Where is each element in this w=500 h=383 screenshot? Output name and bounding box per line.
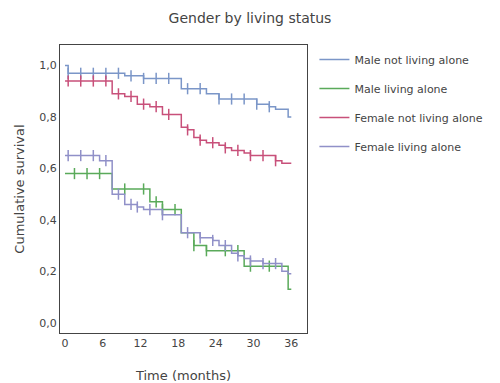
svg-text:0,2: 0,2 [39,265,57,278]
svg-text:0,6: 0,6 [39,162,57,175]
svg-text:36: 36 [284,337,298,350]
svg-text:30: 30 [247,337,261,350]
svg-text:Male not living alone: Male not living alone [354,54,469,67]
svg-text:Time (months): Time (months) [135,368,231,383]
svg-text:18: 18 [171,337,185,350]
svg-text:Gender by living status: Gender by living status [169,10,332,26]
svg-text:Male living alone: Male living alone [354,83,447,96]
svg-text:Female not living alone: Female not living alone [354,112,482,125]
svg-text:24: 24 [209,337,223,350]
svg-text:0,0: 0,0 [39,317,57,330]
svg-text:12: 12 [133,337,147,350]
svg-text:0,8: 0,8 [39,111,57,124]
svg-text:6: 6 [99,337,106,350]
svg-text:Female living alone: Female living alone [354,141,461,154]
svg-text:Cumulative survival: Cumulative survival [12,124,27,253]
svg-text:0,4: 0,4 [39,214,57,227]
svg-text:1,0: 1,0 [39,59,57,72]
svg-text:0: 0 [62,337,69,350]
